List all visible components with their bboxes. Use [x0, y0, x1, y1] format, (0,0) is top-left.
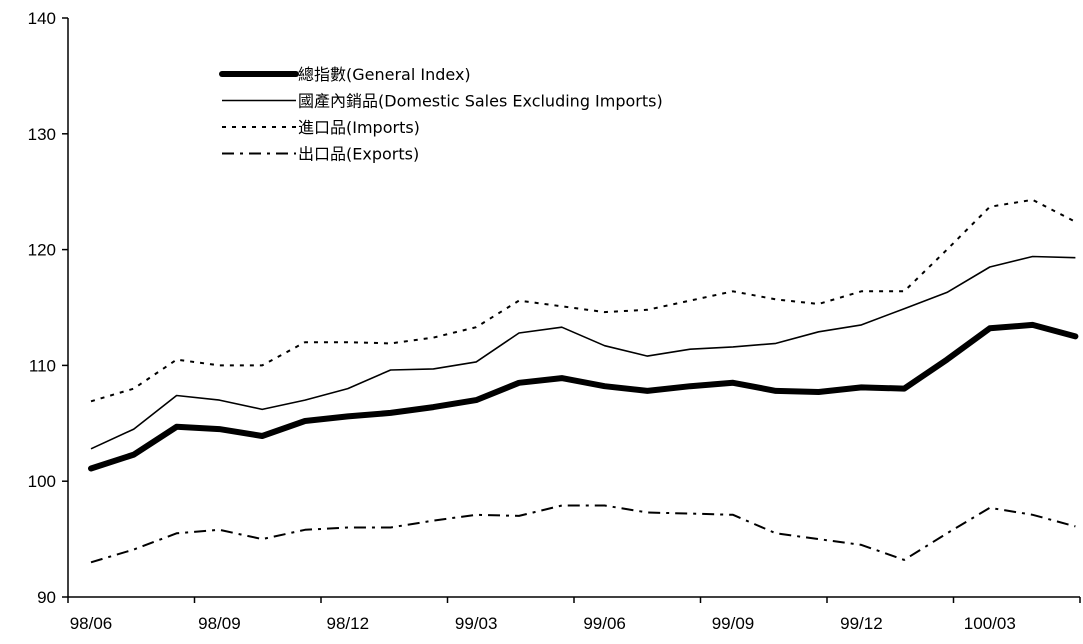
- x-tick-label: 99/06: [583, 614, 626, 633]
- x-ticks: 98/06 98/09 98/12 99/03 99/06 99/09 99/12 100/0…: [67, 597, 1081, 633]
- legend-label-3: 出口品(Exports): [298, 145, 419, 164]
- y-tick-label: 120: [28, 241, 56, 260]
- series-line-1: [90, 255, 1076, 450]
- y-tick-label: 90: [37, 588, 56, 607]
- x-tick-label: 99/09: [712, 614, 755, 633]
- y-tick-label: 130: [28, 125, 56, 144]
- y-tick-label: 140: [28, 9, 56, 28]
- legend-label-2: 進口品(Imports): [298, 118, 420, 137]
- series-line-3: [90, 504, 1076, 564]
- series-line-0: [88, 321, 1079, 472]
- y-tick-label: 100: [28, 472, 56, 491]
- legend: 總指數(General Index) 國產內銷品(Domestic Sales E…: [219, 65, 663, 164]
- x-tick-label: 100/03: [964, 614, 1016, 633]
- legend-label-1: 國產內銷品(Domestic Sales Excluding Imports): [298, 92, 663, 111]
- legend-label-0: 總指數(General Index): [298, 65, 471, 84]
- x-tick-label: 99/03: [455, 614, 498, 633]
- x-tick-label: 99/12: [840, 614, 883, 633]
- series-lines: [88, 198, 1079, 564]
- y-tick-label: 110: [29, 356, 56, 375]
- x-tick-label: 98/12: [327, 614, 370, 633]
- x-tick-label: 98/09: [198, 614, 241, 633]
- y-ticks: 90 100 110 120 130 140: [28, 9, 68, 607]
- x-tick-label: 98/06: [70, 614, 113, 633]
